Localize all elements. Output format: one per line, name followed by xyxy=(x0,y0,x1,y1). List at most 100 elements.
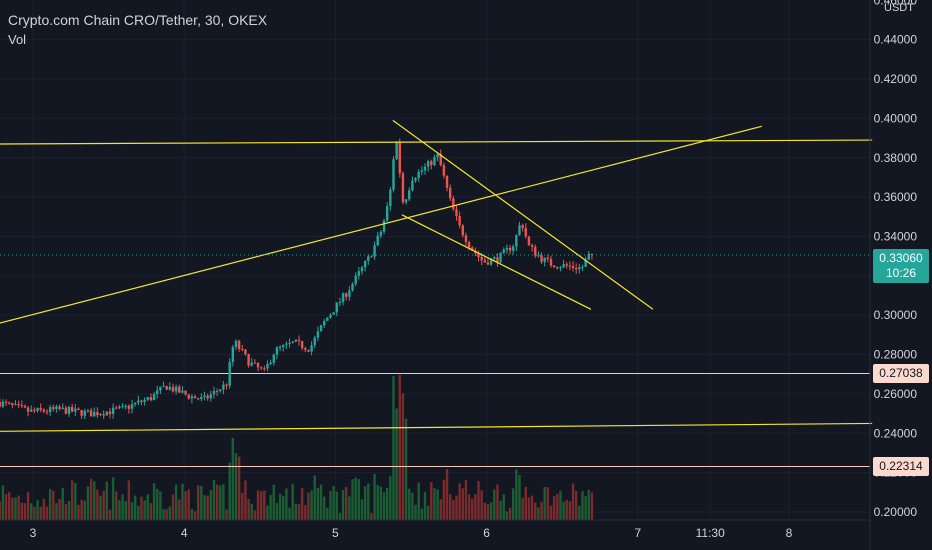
candle-body xyxy=(203,395,206,398)
volume-bar xyxy=(486,504,490,520)
candle-body xyxy=(527,236,531,246)
candle-body xyxy=(363,260,367,268)
volume-bar xyxy=(42,498,46,520)
candle-body xyxy=(464,235,468,243)
candle-body xyxy=(467,242,471,248)
volume-bar xyxy=(203,495,206,520)
candle-body xyxy=(52,407,55,410)
symbol-title[interactable]: Crypto.com Chain CRO/Tether, 30, OKEX xyxy=(8,12,268,28)
candle-body xyxy=(190,396,194,399)
candle-body xyxy=(313,337,316,346)
hline-lower-badge[interactable]: 0.22314 xyxy=(873,457,929,476)
candle-body xyxy=(338,302,342,304)
candle-body xyxy=(212,390,216,395)
volume-bar xyxy=(505,511,509,520)
candle-body xyxy=(259,367,263,369)
candle-body xyxy=(93,412,96,417)
volume-bar xyxy=(401,393,405,520)
candle-body xyxy=(14,404,17,406)
candle-body xyxy=(556,267,559,269)
candle-body xyxy=(237,340,241,350)
candle-body xyxy=(61,407,64,410)
volume-bar xyxy=(115,491,118,520)
candles xyxy=(0,138,594,420)
candle-body xyxy=(568,265,572,267)
x-tick-label: 7 xyxy=(634,526,641,540)
candle-body xyxy=(300,341,304,349)
volume-bar xyxy=(467,494,471,520)
volume-bar xyxy=(571,483,575,520)
candle-body xyxy=(534,246,537,256)
volume-bar xyxy=(445,469,449,520)
candle-body xyxy=(96,412,99,416)
volume-bar xyxy=(143,500,146,520)
volume-bar xyxy=(146,494,149,520)
volume-bar xyxy=(285,488,288,520)
candle-body xyxy=(200,397,203,400)
volume-bar xyxy=(433,488,436,520)
candle-body xyxy=(319,325,323,332)
volume-bar xyxy=(581,491,584,520)
candle-body xyxy=(404,199,408,203)
candle-body xyxy=(584,259,587,267)
candle-body xyxy=(168,386,172,390)
y-tick-label: 0.44000 xyxy=(874,33,918,47)
volume-bar xyxy=(45,506,49,520)
candle-body xyxy=(45,411,49,413)
candle-body xyxy=(524,228,527,237)
volume-bar xyxy=(196,485,200,520)
candle-body xyxy=(256,362,260,368)
volume-bar xyxy=(584,496,587,520)
volume-bar xyxy=(93,481,96,520)
volume-bar xyxy=(17,495,20,520)
volume-bar xyxy=(253,510,257,520)
candle-body xyxy=(376,235,379,246)
candle-body xyxy=(83,410,86,416)
volume-bar xyxy=(518,474,521,520)
volume-bar xyxy=(574,490,578,520)
y-tick-label: 0.30000 xyxy=(874,308,918,322)
candle-body xyxy=(206,395,209,399)
volume-bar xyxy=(304,505,307,520)
volume-bar xyxy=(102,490,105,520)
volume-bar xyxy=(502,494,505,520)
volume-bar xyxy=(300,488,304,520)
volume-bar xyxy=(332,486,335,520)
volume-bar xyxy=(237,456,241,520)
candle-body xyxy=(493,257,496,259)
candle-body xyxy=(225,384,228,386)
volume-bar xyxy=(392,376,395,520)
candle-body xyxy=(316,331,320,338)
candle-body xyxy=(426,161,430,167)
volume-bar xyxy=(367,483,370,520)
volume-bar xyxy=(228,462,231,520)
candle-body xyxy=(105,411,109,416)
candle-body xyxy=(430,161,433,166)
currency-label[interactable]: USDT xyxy=(884,2,914,14)
volume-bar xyxy=(225,509,228,520)
volume-bar xyxy=(275,503,279,520)
volume-bar xyxy=(436,489,439,520)
x-tick-label: 4 xyxy=(181,526,188,540)
candle-body xyxy=(442,165,446,176)
candle-body xyxy=(282,344,285,348)
candle-body xyxy=(354,275,357,284)
volume-bar xyxy=(184,491,187,520)
volume-bar xyxy=(244,480,247,520)
candle-body xyxy=(4,401,8,403)
volume-bar xyxy=(426,505,430,520)
volume-bar xyxy=(382,492,386,520)
volume-bar xyxy=(266,505,269,520)
volume-bar xyxy=(483,502,487,520)
candle-body xyxy=(115,407,118,409)
hline-upper-badge[interactable]: 0.27038 xyxy=(873,364,929,383)
candle-body xyxy=(196,398,200,400)
candle-body xyxy=(58,406,61,410)
candle-body xyxy=(398,141,401,174)
candle-body xyxy=(546,257,550,259)
volume-bar xyxy=(464,480,468,520)
volume-label[interactable]: Vol xyxy=(8,32,27,47)
candle-body xyxy=(137,400,140,403)
